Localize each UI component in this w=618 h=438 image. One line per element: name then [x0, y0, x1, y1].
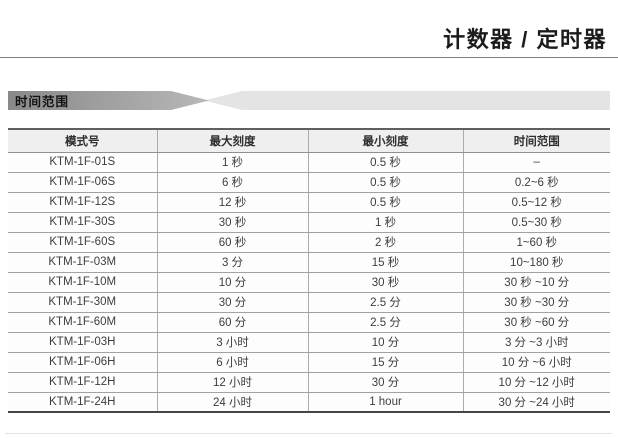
cell-time-range: 30 秒 ~10 分 — [462, 272, 610, 293]
cell-max-scale: 10 分 — [156, 272, 308, 293]
cell-min-scale: 2.5 分 — [307, 292, 463, 313]
cell-time-range: 30 秒 ~30 分 — [462, 292, 610, 313]
cell-model: KTM-1F-24H — [8, 392, 157, 413]
cell-max-scale: 12 秒 — [156, 192, 308, 213]
cell-time-range: 10 分 ~6 小时 — [462, 352, 610, 373]
cell-time-range: – — [462, 152, 610, 173]
cell-max-scale: 3 小时 — [156, 332, 308, 353]
section-banner: 时间范围 — [8, 91, 610, 110]
cell-min-scale: 10 分 — [307, 332, 463, 353]
table-row: KTM-1F-03M 3 分 15 秒 10~180 秒 — [8, 252, 610, 273]
cell-time-range: 10~180 秒 — [462, 252, 610, 273]
footer-divider — [5, 433, 612, 434]
cell-time-range: 3 分 ~3 小时 — [462, 332, 610, 353]
table-row: KTM-1F-06S 6 秒 0.5 秒 0.2~6 秒 — [8, 172, 610, 193]
cell-min-scale: 1 hour — [307, 392, 463, 413]
cell-min-scale: 15 秒 — [307, 252, 463, 273]
cell-time-range: 30 分 ~24 小时 — [462, 392, 610, 413]
cell-model: KTM-1F-30S — [8, 212, 157, 233]
cell-max-scale: 3 分 — [156, 252, 308, 273]
cell-model: KTM-1F-30M — [8, 292, 157, 313]
page-title: 计数器 / 定时器 — [443, 27, 607, 52]
table-row: KTM-1F-03H 3 小时 10 分 3 分 ~3 小时 — [8, 332, 610, 353]
cell-model: KTM-1F-60M — [8, 312, 157, 333]
table-row: KTM-1F-60S 60 秒 2 秒 1~60 秒 — [8, 232, 610, 253]
cell-max-scale: 24 小时 — [156, 392, 308, 413]
table-row: KTM-1F-24H 24 小时 1 hour 30 分 ~24 小时 — [8, 392, 610, 413]
table-row: KTM-1F-12S 12 秒 0.5 秒 0.5~12 秒 — [8, 192, 610, 213]
cell-max-scale: 6 小时 — [156, 352, 308, 373]
cell-time-range: 0.5~30 秒 — [462, 212, 610, 233]
column-header-max-scale: 最大刻度 — [156, 129, 308, 153]
cell-max-scale: 60 分 — [156, 312, 308, 333]
cell-max-scale: 60 秒 — [156, 232, 308, 253]
table-row: KTM-1F-06H 6 小时 15 分 10 分 ~6 小时 — [8, 352, 610, 373]
cell-model: KTM-1F-10M — [8, 272, 157, 293]
table-header: 模式号 最大刻度 最小刻度 时间范围 — [8, 129, 610, 153]
cell-model: KTM-1F-60S — [8, 232, 157, 253]
cell-model: KTM-1F-12H — [8, 372, 157, 393]
column-header-min-scale: 最小刻度 — [307, 129, 463, 153]
cell-max-scale: 30 分 — [156, 292, 308, 313]
cell-min-scale: 0.5 秒 — [307, 172, 463, 193]
banner-arrow-dark: 时间范围 — [8, 91, 209, 110]
cell-model: KTM-1F-06H — [8, 352, 157, 373]
cell-min-scale: 2.5 分 — [307, 312, 463, 333]
time-range-spec-table: 模式号 最大刻度 最小刻度 时间范围 KTM-1F-01S 1 秒 0.5 秒 … — [8, 128, 610, 413]
cell-min-scale: 0.5 秒 — [307, 192, 463, 213]
cell-model: KTM-1F-06S — [8, 172, 157, 193]
cell-time-range: 1~60 秒 — [462, 232, 610, 253]
cell-min-scale: 0.5 秒 — [307, 152, 463, 173]
cell-max-scale: 30 秒 — [156, 212, 308, 233]
cell-max-scale: 1 秒 — [156, 152, 308, 173]
cell-model: KTM-1F-03M — [8, 252, 157, 273]
cell-min-scale: 15 分 — [307, 352, 463, 373]
table-row: KTM-1F-01S 1 秒 0.5 秒 – — [8, 152, 610, 173]
cell-max-scale: 12 小时 — [156, 372, 308, 393]
spec-table-body: KTM-1F-01S 1 秒 0.5 秒 – KTM-1F-06S 6 秒 0.… — [8, 152, 610, 413]
column-header-model: 模式号 — [8, 129, 157, 153]
cell-time-range: 10 分 ~12 小时 — [462, 372, 610, 393]
table-row: KTM-1F-30S 30 秒 1 秒 0.5~30 秒 — [8, 212, 610, 233]
cell-time-range: 0.5~12 秒 — [462, 192, 610, 213]
column-header-time-range: 时间范围 — [462, 129, 610, 153]
cell-model: KTM-1F-03H — [8, 332, 157, 353]
section-banner-label: 时间范围 — [15, 95, 70, 109]
cell-min-scale: 2 秒 — [307, 232, 463, 253]
banner-arrow-light — [204, 91, 610, 110]
cell-min-scale: 30 分 — [307, 372, 463, 393]
cell-time-range: 0.2~6 秒 — [462, 172, 610, 193]
cell-time-range: 30 秒 ~60 分 — [462, 312, 610, 333]
cell-max-scale: 6 秒 — [156, 172, 308, 193]
cell-model: KTM-1F-01S — [8, 152, 157, 173]
title-divider — [0, 57, 618, 58]
table-row: KTM-1F-30M 30 分 2.5 分 30 秒 ~30 分 — [8, 292, 610, 313]
table-row: KTM-1F-60M 60 分 2.5 分 30 秒 ~60 分 — [8, 312, 610, 333]
table-row: KTM-1F-12H 12 小时 30 分 10 分 ~12 小时 — [8, 372, 610, 393]
cell-min-scale: 30 秒 — [307, 272, 463, 293]
cell-model: KTM-1F-12S — [8, 192, 157, 213]
table-row: KTM-1F-10M 10 分 30 秒 30 秒 ~10 分 — [8, 272, 610, 293]
cell-min-scale: 1 秒 — [307, 212, 463, 233]
